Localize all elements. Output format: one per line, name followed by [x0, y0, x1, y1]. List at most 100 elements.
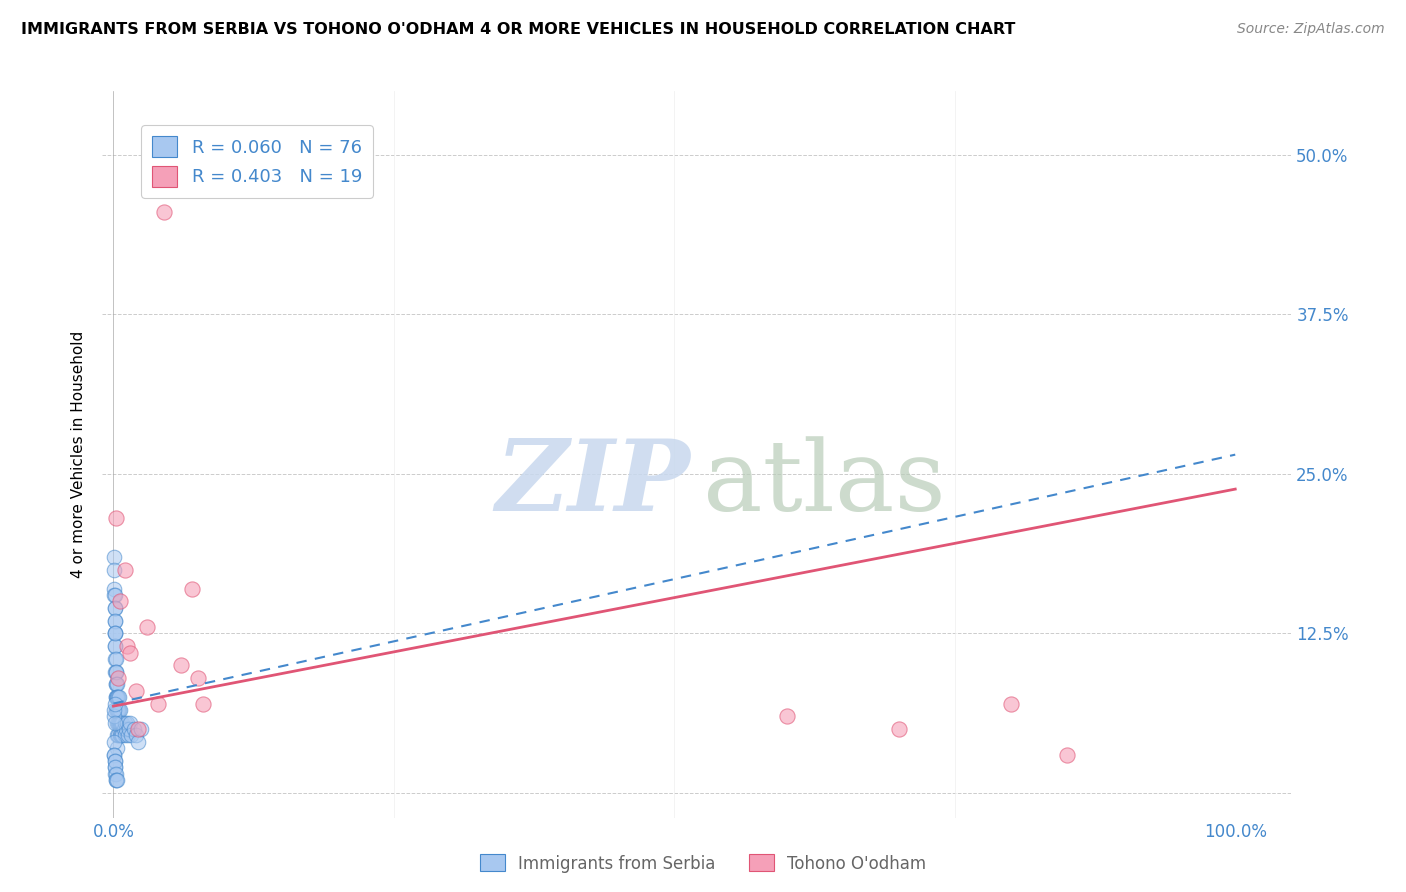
Point [104, 626, 127, 640]
Point [103, 754, 125, 768]
Point [103, 582, 125, 596]
Point [104, 652, 127, 666]
Point [108, 594, 131, 608]
Point [118, 722, 141, 736]
Point [103, 760, 125, 774]
Point [103, 588, 125, 602]
Point [107, 703, 129, 717]
Point [775, 709, 797, 723]
Point [105, 773, 128, 788]
Y-axis label: 4 or more Vehicles in Household: 4 or more Vehicles in Household [72, 331, 86, 578]
Point [193, 697, 215, 711]
Point [107, 715, 129, 730]
Point [103, 703, 125, 717]
Point [111, 715, 134, 730]
Point [117, 729, 139, 743]
Point [104, 677, 127, 691]
Point [112, 722, 135, 736]
Point [104, 703, 127, 717]
Point [136, 620, 159, 634]
Legend: R = 0.060   N = 76, R = 0.403   N = 19: R = 0.060 N = 76, R = 0.403 N = 19 [141, 125, 373, 198]
Point [105, 690, 128, 705]
Point [105, 715, 128, 730]
Point [125, 729, 148, 743]
Point [108, 715, 131, 730]
Point [114, 722, 136, 736]
Point [104, 677, 127, 691]
Point [104, 690, 127, 705]
Point [1000, 697, 1022, 711]
Point [120, 729, 142, 743]
Point [127, 735, 149, 749]
Text: Source: ZipAtlas.com: Source: ZipAtlas.com [1237, 22, 1385, 37]
Point [103, 766, 125, 780]
Point [103, 626, 125, 640]
Point [107, 671, 129, 685]
Point [114, 562, 136, 576]
Point [105, 703, 128, 717]
Point [108, 703, 131, 717]
Point [887, 722, 910, 736]
Point [103, 652, 125, 666]
Point [108, 690, 131, 705]
Point [103, 747, 125, 762]
Point [108, 715, 131, 730]
Point [104, 626, 127, 640]
Point [104, 760, 127, 774]
Point [131, 722, 153, 736]
Point [103, 747, 125, 762]
Point [104, 773, 127, 788]
Point [120, 646, 142, 660]
Point [111, 729, 134, 743]
Point [107, 703, 129, 717]
Point [108, 729, 131, 743]
Point [105, 741, 128, 756]
Point [114, 715, 136, 730]
Point [170, 658, 193, 673]
Point [103, 562, 125, 576]
Point [104, 690, 127, 705]
Point [107, 729, 129, 743]
Point [187, 671, 209, 685]
Text: atlas: atlas [703, 436, 945, 532]
Point [148, 697, 170, 711]
Point [105, 703, 128, 717]
Point [110, 729, 132, 743]
Point [103, 697, 125, 711]
Point [105, 665, 128, 679]
Point [103, 614, 125, 628]
Point [104, 511, 127, 525]
Point [103, 735, 125, 749]
Point [127, 722, 149, 736]
Point [104, 614, 127, 628]
Point [104, 639, 127, 653]
Point [103, 600, 125, 615]
Point [103, 709, 125, 723]
Point [105, 677, 128, 691]
Legend: Immigrants from Serbia, Tohono O'odham: Immigrants from Serbia, Tohono O'odham [472, 847, 934, 880]
Point [103, 639, 125, 653]
Point [105, 773, 128, 788]
Point [103, 549, 125, 564]
Point [153, 205, 176, 219]
Point [103, 665, 125, 679]
Point [115, 715, 138, 730]
Point [103, 715, 125, 730]
Point [104, 754, 127, 768]
Point [104, 665, 127, 679]
Point [104, 588, 127, 602]
Point [122, 722, 145, 736]
Point [104, 600, 127, 615]
Point [105, 690, 128, 705]
Point [110, 715, 132, 730]
Point [105, 729, 128, 743]
Text: ZIP: ZIP [496, 435, 690, 532]
Point [108, 703, 131, 717]
Point [107, 690, 129, 705]
Point [114, 729, 136, 743]
Point [104, 766, 127, 780]
Point [1056, 747, 1078, 762]
Point [120, 715, 142, 730]
Point [115, 639, 138, 653]
Text: IMMIGRANTS FROM SERBIA VS TOHONO O'ODHAM 4 OR MORE VEHICLES IN HOUSEHOLD CORRELA: IMMIGRANTS FROM SERBIA VS TOHONO O'ODHAM… [21, 22, 1015, 37]
